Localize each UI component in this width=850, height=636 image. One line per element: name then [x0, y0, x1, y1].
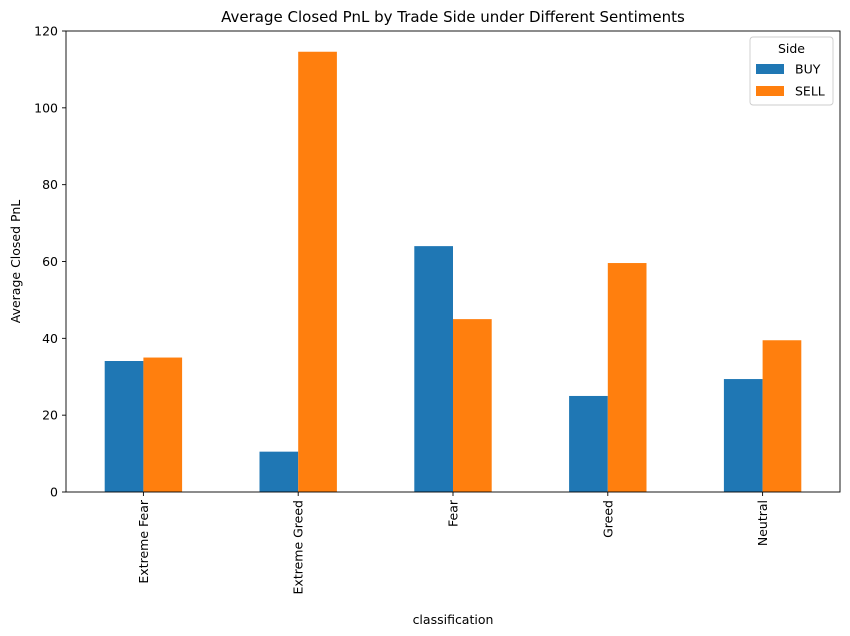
legend-swatch-buy	[756, 64, 784, 74]
bar-buy-neutral	[723, 379, 763, 492]
bars	[104, 51, 802, 493]
legend-label-sell: SELL	[795, 84, 825, 99]
x-axis-label: classification	[413, 612, 494, 627]
legend: Side BUY SELL	[749, 36, 834, 106]
bar-sell-neutral	[762, 340, 802, 492]
bar-sell-extreme-fear	[143, 357, 183, 492]
bar-buy-extreme-greed	[259, 451, 299, 492]
y-tick-label: 60	[42, 254, 58, 269]
y-axis: 0 20 40 60 80 100 120	[34, 24, 66, 500]
bar-sell-fear	[453, 319, 492, 492]
legend-title: Side	[778, 41, 805, 56]
x-tick-label: Extreme Greed	[291, 500, 306, 594]
y-tick-label: 100	[34, 100, 58, 115]
legend-swatch-sell	[756, 86, 784, 96]
x-tick-label: Extreme Fear	[136, 499, 151, 583]
y-tick-label: 40	[42, 331, 58, 346]
y-axis-label: Average Closed PnL	[8, 200, 23, 324]
bar-buy-fear	[414, 246, 453, 492]
y-tick-label: 120	[34, 24, 58, 39]
bar-buy-extreme-fear	[104, 360, 144, 492]
x-tick-label: Neutral	[755, 500, 770, 546]
x-axis: Extreme Fear Extreme Greed Fear Greed Neutra…	[136, 492, 770, 594]
y-tick-label: 80	[42, 177, 58, 192]
legend-label-buy: BUY	[795, 62, 821, 77]
plot-area	[65, 30, 841, 493]
chart-title: Average Closed PnL by Trade Side under D…	[221, 8, 685, 26]
y-tick-label: 0	[50, 485, 58, 500]
x-tick-label: Fear	[446, 499, 461, 527]
bar-sell-greed	[607, 263, 647, 492]
bar-buy-greed	[569, 395, 608, 492]
x-tick-label: Greed	[600, 500, 615, 538]
bar-sell-extreme-greed	[298, 51, 337, 493]
y-tick-label: 20	[42, 408, 58, 423]
